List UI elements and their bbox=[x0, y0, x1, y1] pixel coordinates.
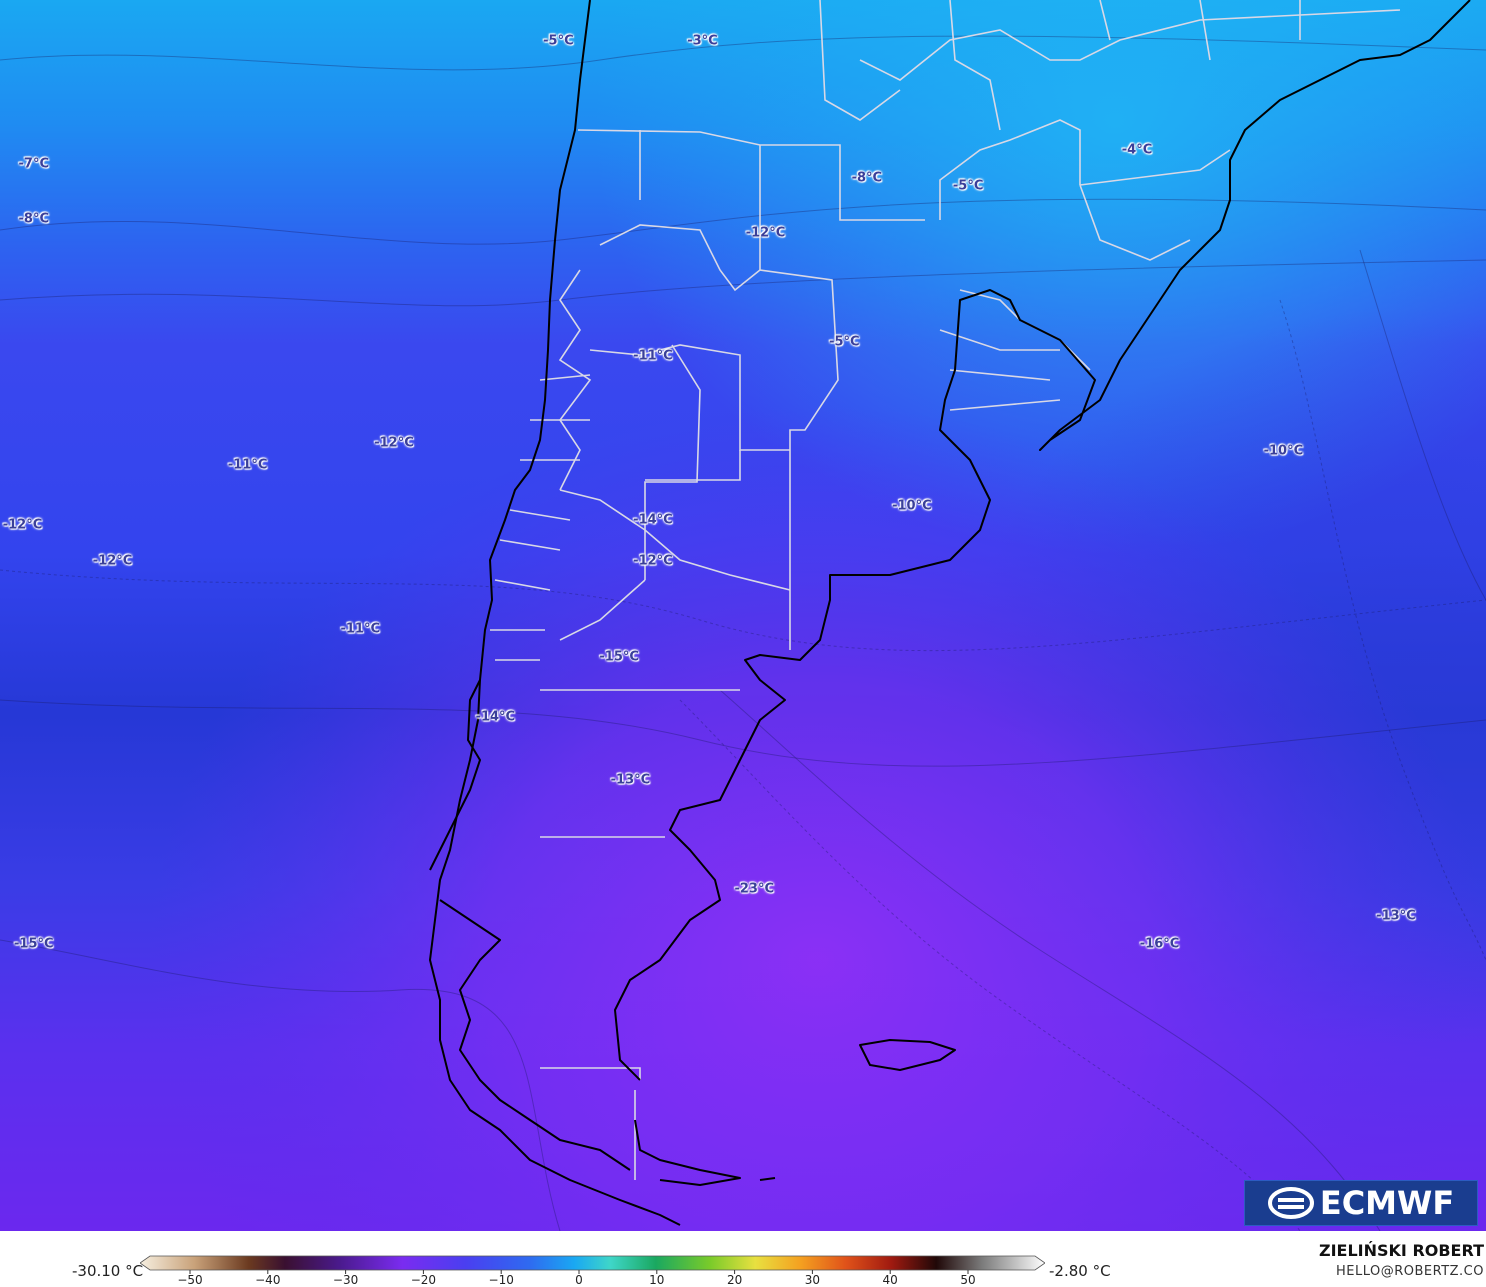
logo-text: ECMWF bbox=[1319, 1184, 1455, 1222]
temperature-label: -10°C bbox=[1263, 443, 1304, 459]
colorbar-tick-label: 30 bbox=[805, 1273, 820, 1286]
colorbar-min-label: -30.10 °C bbox=[72, 1262, 144, 1280]
temperature-label: -11°C bbox=[227, 457, 268, 473]
temperature-label: -12°C bbox=[745, 225, 786, 241]
temperature-label: -12°C bbox=[2, 517, 43, 533]
map-canvas bbox=[0, 0, 1486, 1231]
temperature-label: -8°C bbox=[851, 170, 883, 186]
temperature-label: -13°C bbox=[1376, 908, 1416, 924]
colorbar-body bbox=[140, 1255, 1045, 1271]
colorbar: −50 −40 −30 −20 −10 0 10 20 30 40 50 bbox=[140, 1255, 1045, 1286]
temperature-label: -5°C bbox=[543, 33, 574, 49]
author-email: HELLO@ROBERTZ.CO bbox=[1335, 1264, 1484, 1279]
temperature-label: -5°C bbox=[829, 334, 860, 350]
isotherm-contours bbox=[0, 35, 1486, 1231]
colorbar-tick-label: −20 bbox=[411, 1273, 436, 1286]
colorbar-tick-label: 0 bbox=[575, 1273, 583, 1286]
colorbar-tick-label: −40 bbox=[255, 1273, 280, 1286]
colorbar-tick-label: −30 bbox=[333, 1273, 358, 1286]
temperature-label: -12°C bbox=[633, 553, 673, 569]
cold-core-field bbox=[0, 0, 1486, 1231]
temperature-label: -16°C bbox=[1139, 936, 1180, 952]
temperature-label: -11°C bbox=[340, 621, 380, 637]
temperature-label: -15°C bbox=[599, 649, 639, 665]
temperature-label: -10°C bbox=[892, 498, 932, 514]
colorbar-tick-label: 40 bbox=[883, 1273, 898, 1286]
temperature-label: -13°C bbox=[610, 772, 651, 788]
temperature-label: -7°C bbox=[18, 156, 50, 172]
colorbar-max-label: -2.80 °C bbox=[1049, 1262, 1111, 1280]
colorbar-tick-label: 10 bbox=[649, 1273, 664, 1286]
temperature-label: -3°C bbox=[687, 33, 718, 49]
temperature-label: -12°C bbox=[92, 553, 133, 569]
temperature-label: -4°C bbox=[1121, 142, 1153, 158]
coastlines bbox=[429, 0, 1471, 1226]
colorbar-tick-label: −10 bbox=[489, 1273, 514, 1286]
temperature-label: -23°C bbox=[734, 881, 775, 897]
colorbar-tick-label: 20 bbox=[727, 1273, 742, 1286]
author-name: ZIELIŃSKI ROBERT bbox=[1318, 1241, 1484, 1260]
political-borders bbox=[490, 0, 1401, 1180]
temperature-label: -11°C bbox=[633, 348, 673, 364]
temperature-label: -8°C bbox=[18, 211, 50, 227]
colorbar-tick-label: 50 bbox=[960, 1273, 975, 1286]
colorbar-ticks: −50 −40 −30 −20 −10 0 10 20 30 40 50 bbox=[177, 1270, 976, 1286]
temperature-label: -14°C bbox=[633, 512, 673, 528]
temperature-label: -15°C bbox=[14, 936, 54, 952]
temperature-label: -12°C bbox=[374, 435, 414, 451]
ecmwf-symbol-icon bbox=[1267, 1187, 1314, 1219]
temperature-label: -5°C bbox=[952, 178, 984, 194]
colorbar-tick-label: −50 bbox=[177, 1273, 202, 1286]
ecmwf-logo: ECMWF bbox=[1244, 1180, 1478, 1226]
temperature-label: -14°C bbox=[475, 709, 516, 725]
forecast-map bbox=[0, 0, 1486, 1231]
